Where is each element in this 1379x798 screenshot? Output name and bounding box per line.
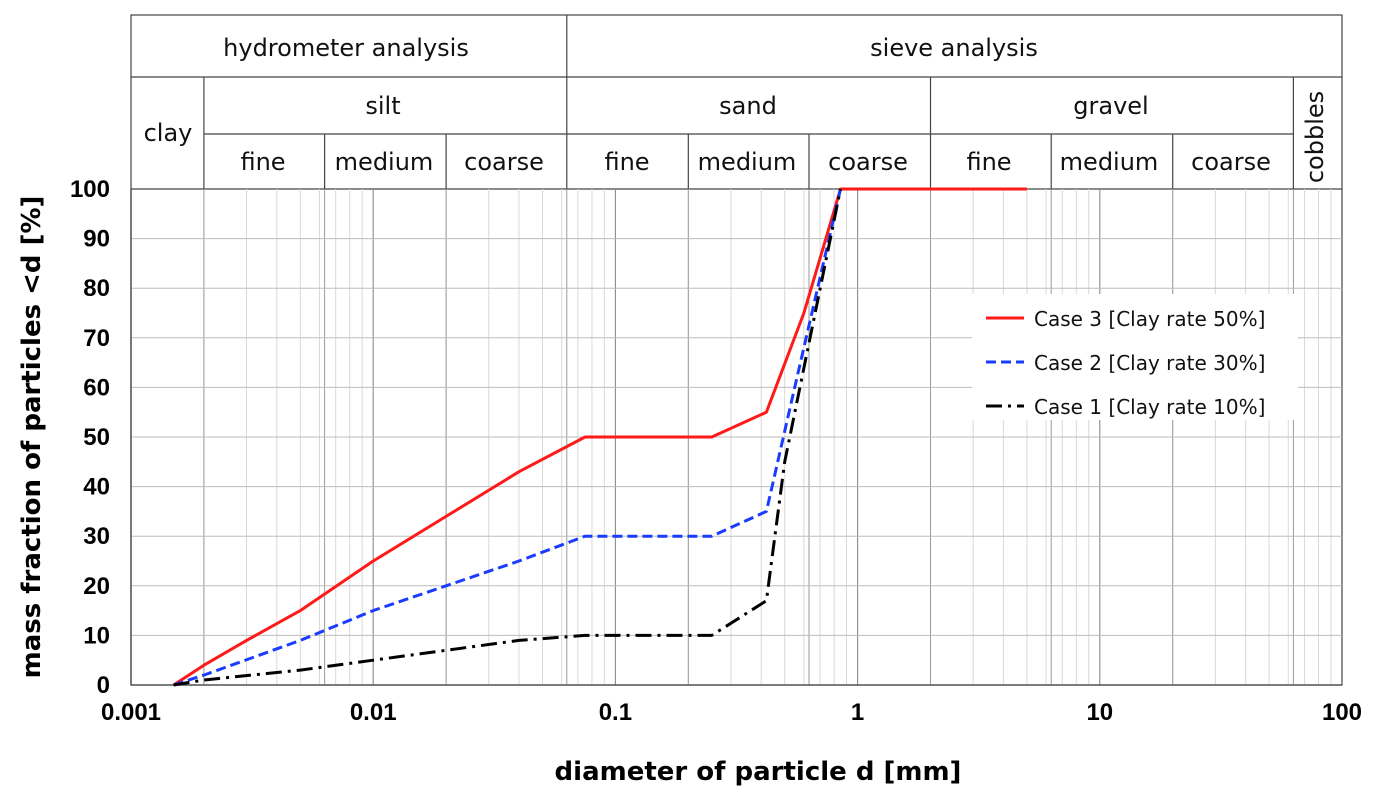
header-cobbles: cobbles — [1301, 91, 1329, 183]
y-tick-label: 100 — [70, 176, 110, 203]
legend-box — [972, 294, 1298, 420]
x-tick-label: 0.001 — [101, 699, 161, 726]
header-sand-fine: fine — [604, 148, 649, 176]
header-sand-medium: medium — [698, 148, 797, 176]
y-tick-label: 40 — [83, 474, 110, 501]
y-tick-label: 70 — [83, 325, 110, 352]
x-tick-label: 10 — [1086, 699, 1113, 726]
series-line — [173, 188, 842, 687]
header-sieve-analysis: sieve analysis — [870, 34, 1038, 62]
header-sand: sand — [719, 92, 777, 120]
header-clay: clay — [144, 119, 193, 147]
x-tick-label: 0.1 — [599, 699, 632, 726]
y-tick-label: 10 — [83, 622, 110, 649]
y-tick-label: 0 — [97, 672, 110, 699]
axis-ticks: 0.001 0.01 0.1 1 10 100 0 10 20 30 40 50 60 70 80 90 100 — [70, 176, 1362, 726]
x-axis-label: diameter of particle d [mm] — [555, 757, 962, 787]
legend: Case 3 [Clay rate 50%] Case 2 [Clay rate … — [972, 294, 1298, 420]
data-series — [172, 187, 1027, 687]
plot-grid — [130, 189, 1342, 686]
y-tick-label: 90 — [83, 226, 110, 253]
y-tick-label: 80 — [83, 275, 110, 302]
header-silt: silt — [365, 92, 400, 120]
series-line — [172, 187, 1027, 687]
x-tick-label: 100 — [1322, 699, 1362, 726]
legend-label: Case 2 [Clay rate 30%] — [1034, 351, 1265, 375]
y-tick-label: 20 — [83, 573, 110, 600]
header-gravel-medium: medium — [1060, 148, 1159, 176]
legend-label: Case 3 [Clay rate 50%] — [1034, 307, 1265, 331]
x-tick-label: 0.01 — [350, 699, 397, 726]
header-sand-coarse: coarse — [828, 148, 908, 176]
legend-label: Case 1 [Clay rate 10%] — [1034, 395, 1265, 419]
header-silt-fine: fine — [240, 148, 285, 176]
header-gravel: gravel — [1073, 92, 1148, 120]
y-tick-label: 30 — [83, 523, 110, 550]
header-silt-coarse: coarse — [464, 148, 544, 176]
series-line — [173, 188, 842, 687]
y-tick-label: 50 — [83, 424, 110, 451]
header-hydrometer-analysis: hydrometer analysis — [223, 34, 469, 62]
header-gravel-coarse: coarse — [1191, 148, 1271, 176]
header-gravel-fine: fine — [966, 148, 1011, 176]
header-silt-medium: medium — [335, 148, 434, 176]
x-tick-label: 1 — [851, 699, 864, 726]
y-axis-label: mass fraction of particles <d [%] — [17, 196, 47, 679]
y-tick-label: 60 — [83, 374, 110, 401]
